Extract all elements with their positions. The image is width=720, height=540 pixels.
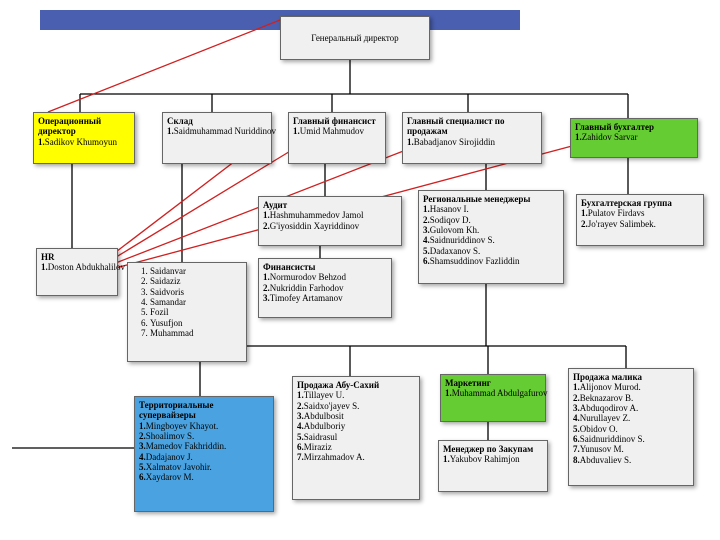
node-sklad: Склад1.Saidmuhammad Nuriddinov	[162, 112, 272, 164]
person: 1.Mingboyev Khayot.	[139, 421, 269, 431]
person: 2.Beknazarov B.	[573, 393, 689, 403]
person: 1.Tillayev U.	[297, 390, 415, 400]
person: 1.Sadikov Khumoyun	[38, 137, 130, 147]
node-title: Главный бухгалтер	[575, 122, 693, 132]
person: 6.Xaydarov M.	[139, 472, 269, 482]
person: 1.Saidmuhammad Nuriddinov	[167, 126, 267, 136]
person: 6.Saidnuriddinov S.	[573, 434, 689, 444]
node-title: Главный специалист по продажам	[407, 116, 537, 137]
node-bgr: Бухгалтерская группа1.Pulatov Firdavs2.J…	[576, 194, 704, 246]
person: 4.Abdulboriy	[297, 421, 415, 431]
node-buh: Главный бухгалтер1.Zahidov Sarvar	[570, 118, 698, 158]
node-ops: Операционный директор1.Sadikov Khumoyun	[33, 112, 135, 164]
person: 1.Hashmuhammedov Jamol	[263, 210, 397, 220]
person: 6.Shamsuddinov Fazliddin	[423, 256, 559, 266]
node-zakup: Менеджер по Закупам1.Yakubov Rahimjon	[438, 440, 548, 492]
node-title: Региональные менеджеры	[423, 194, 559, 204]
list-item: Muhammad	[150, 328, 242, 338]
node-abu: Продажа Абу-Сахий1.Tillayev U.2.Saidxo'j…	[292, 376, 420, 500]
person: 7.Mirzahmadov A.	[297, 452, 415, 462]
person: 2.Sodiqov D.	[423, 215, 559, 225]
person: 2.G'iyosiddin Xayriddinov	[263, 221, 397, 231]
list-item: Saidanvar	[150, 266, 242, 276]
node-hr: HR1.Doston Abdukhalilov	[36, 248, 118, 296]
person: 3.Abdulbosit	[297, 411, 415, 421]
person: 4.Saidnuriddinov S.	[423, 235, 559, 245]
list-item: Saidvoris	[150, 287, 242, 297]
person: 5.Xalmatov Javohir.	[139, 462, 269, 472]
person: 7.Yunusov M.	[573, 444, 689, 454]
person: 1.Normurodov Behzod	[263, 272, 387, 282]
person: 1.Alijonov Murod.	[573, 382, 689, 392]
node-title: Территориальные супервайзеры	[139, 400, 269, 421]
node-malika: Продажа малика1.Alijonov Murod.2.Beknaza…	[568, 368, 694, 486]
node-mkt: Маркетинг1.Muhammad Abdulgafurov	[440, 374, 546, 422]
node-title: Маркетинг	[445, 378, 541, 388]
person: 2.Jo'rayev Salimbek.	[581, 219, 699, 229]
person: 3.Mamedov Fakhriddin.	[139, 441, 269, 451]
person: 1.Yakubov Rahimjon	[443, 454, 543, 464]
node-title: Главный финансист	[293, 116, 381, 126]
person: 5.Obidov O.	[573, 424, 689, 434]
node-title: Бухгалтерская группа	[581, 198, 699, 208]
node-audit: Аудит1.Hashmuhammedov Jamol2.G'iyosiddin…	[258, 196, 402, 246]
node-title: Финансисты	[263, 262, 387, 272]
node-sales: Главный специалист по продажам1.Babadjan…	[402, 112, 542, 164]
node-title: Генеральный директор	[311, 33, 398, 43]
person: 6.Miraziz	[297, 442, 415, 452]
node-title: Продажа малика	[573, 372, 689, 382]
person: 1.Pulatov Firdavs	[581, 208, 699, 218]
person: 2.Saidxo'jayev S.	[297, 401, 415, 411]
list-item: Fozil	[150, 307, 242, 317]
list-item: Samandar	[150, 297, 242, 307]
node-reg: Региональные менеджеры1.Hasanov I.2.Sodi…	[418, 190, 564, 284]
person: 1.Doston Abdukhalilov	[41, 262, 113, 272]
person: 1.Muhammad Abdulgafurov	[445, 388, 541, 398]
person: 3.Gulovom Kh.	[423, 225, 559, 235]
node-title: Продажа Абу-Сахий	[297, 380, 415, 390]
person: 1.Hasanov I.	[423, 204, 559, 214]
person: 5.Dadaxanov S.	[423, 246, 559, 256]
person: 5.Saidrasul	[297, 432, 415, 442]
person: 2.Shoalimov S.	[139, 431, 269, 441]
person: 8.Abduvaliev S.	[573, 455, 689, 465]
node-title: Операционный директор	[38, 116, 130, 137]
person: 4.Dadajanov J.	[139, 452, 269, 462]
person: 3.Abduqodirov A.	[573, 403, 689, 413]
node-gen: Генеральный директор	[280, 16, 430, 60]
node-title: Аудит	[263, 200, 397, 210]
node-terr: Территориальные супервайзеры1.Mingboyev …	[134, 396, 274, 512]
person: 1.Babadjanov Sirojiddin	[407, 137, 537, 147]
person: 3.Timofey Artamanov	[263, 293, 387, 303]
list-item: Yusufjon	[150, 318, 242, 328]
node-title: HR	[41, 252, 113, 262]
person: 2.Nukriddin Farhodov	[263, 283, 387, 293]
node-fin2: Финансисты1.Normurodov Behzod2.Nukriddin…	[258, 258, 392, 318]
person: 1.Zahidov Sarvar	[575, 132, 693, 142]
person: 4.Nurullayev Z.	[573, 413, 689, 423]
node-title: Менеджер по Закупам	[443, 444, 543, 454]
node-fin: Главный финансист1.Umid Mahmudov	[288, 112, 386, 164]
list-item: Saidaziz	[150, 276, 242, 286]
node-sk_list: SaidanvarSaidazizSaidvorisSamandarFozilY…	[127, 262, 247, 362]
person: 1.Umid Mahmudov	[293, 126, 381, 136]
node-title: Склад	[167, 116, 267, 126]
edge-red	[48, 20, 280, 112]
